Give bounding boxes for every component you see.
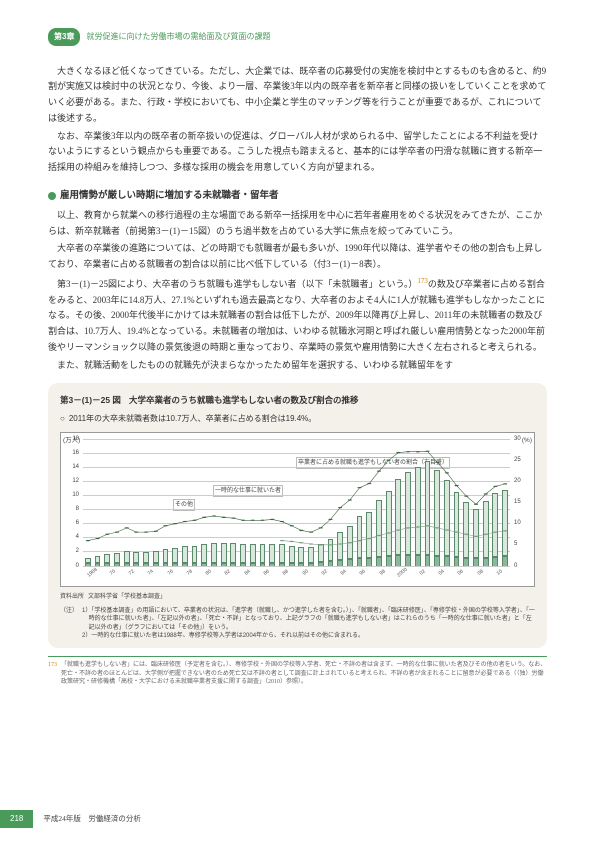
paragraph: なお、卒業後3年以内の既卒者の新卒扱いの促進は、グローバル人材が求められる中、留… — [48, 129, 547, 176]
paragraph: また、就職活動をしたものの就職先が決まらなかったため留年を選択する、いわゆる就職… — [48, 358, 547, 374]
footnote-ref: 173 — [417, 277, 428, 285]
paragraph: 大卒者の卒業後の進路については、どの時期でも就職者が最も多いが、1990年代以降… — [48, 241, 547, 273]
paragraph-block-1: 大きくなるほど低くなってきている。ただし、大企業では、既卒者の応募受付の実施を検… — [48, 64, 547, 176]
page-header: 第3章 就労促進に向けた労働市場の需給面及び質面の課題 — [48, 28, 547, 46]
text-run: の数及び卒業者に占める割合をみると、2003年に14.8万人、27.1%といずれ… — [48, 279, 545, 352]
plot-area: 卒業者に占める就職も進学もしない者の割合（右目盛） 一時的な仕事に就いた者 その… — [83, 439, 510, 566]
footnote-text: 「就職も進学もしない者」には、臨床研修医（予定者を含む。）、専修学校・外国の学校… — [61, 661, 547, 686]
paragraph: 大きくなるほど低くなってきている。ただし、大企業では、既卒者の応募受付の実施を検… — [48, 64, 547, 127]
paragraph: 第3－(1)－25図により、大卒者のうち就職も進学もしない者（以下「未就職者」と… — [48, 275, 547, 356]
chart-panel: 第3－(1)－25 図 大学卒業者のうち就職も進学もしない者の数及び割合の推移 … — [48, 383, 547, 648]
source-text: 文部科学省「学校基本調査」 — [88, 594, 166, 600]
paragraph: 以上、教育から就業への移行過程の主な場面である新卒一括採用を中心に若年者雇用をめ… — [48, 208, 547, 240]
text-run: 第3－(1)－25図により、大卒者のうち就職も進学もしない者（以下「未就職者」と… — [57, 279, 417, 289]
chart-subtitle-text: 2011年の大卒未就職者数は10.7万人、卒業者に占める割合は19.4%。 — [69, 412, 316, 426]
chapter-title: 就労促進に向けた労働市場の需給面及び質面の課題 — [86, 30, 270, 44]
figure-number: 第3－(1)－25 図 — [60, 393, 121, 407]
x-axis: 1968707274767880828486889092949698200002… — [83, 568, 510, 584]
page-number: 218 — [0, 810, 33, 828]
chart-subtitle: ○ 2011年の大卒未就職者数は10.7万人、卒業者に占める割合は19.4%。 — [60, 412, 535, 426]
notes-label: （注） — [60, 607, 78, 641]
chapter-badge: 第3章 — [48, 28, 80, 46]
figure-title: 大学卒業者のうち就職も進学もしない者の数及び割合の推移 — [129, 393, 359, 407]
chart-title-row: 第3－(1)－25 図 大学卒業者のうち就職も進学もしない者の数及び割合の推移 — [60, 393, 535, 407]
chart-note: 2）一時的な仕事に就いた者は1988年、専修学校等入学者は2004年から、それ以… — [82, 632, 535, 640]
chart-note: 1）「学校基本調査」の用語において、卒業者の状況は、「進学者（就職し、かつ進学し… — [82, 607, 535, 632]
footnote: 173 「就職も進学もしない者」には、臨床研修医（予定者を含む。）、専修学校・外… — [48, 656, 547, 686]
source-label: 資料出所 — [60, 593, 84, 601]
chart-source: 資料出所 文部科学省「学校基本調査」 — [60, 593, 535, 601]
page-info: 平成24年版 労働経済の分析 — [43, 813, 141, 826]
subheading-text: 雇用情勢が厳しい時期に増加する未就職者・留年者 — [60, 188, 279, 204]
chart-notes: （注） 1）「学校基本調査」の用語において、卒業者の状況は、「進学者（就職し、か… — [60, 607, 535, 641]
footnote-number: 173 — [48, 661, 57, 686]
subheading: 雇用情勢が厳しい時期に増加する未就職者・留年者 — [48, 188, 547, 204]
page-footer: 218 平成24年版 労働経済の分析 — [0, 810, 141, 828]
paragraph-block-2: 以上、教育から就業への移行過程の主な場面である新卒一括採用を中心に若年者雇用をめ… — [48, 208, 547, 374]
circle-icon: ○ — [60, 412, 65, 426]
bullet-icon — [48, 192, 56, 200]
chart-area: (万人) (%) 卒業者に占める就職も進学もしない者の割合（右目盛） 一時的な仕… — [60, 432, 535, 587]
